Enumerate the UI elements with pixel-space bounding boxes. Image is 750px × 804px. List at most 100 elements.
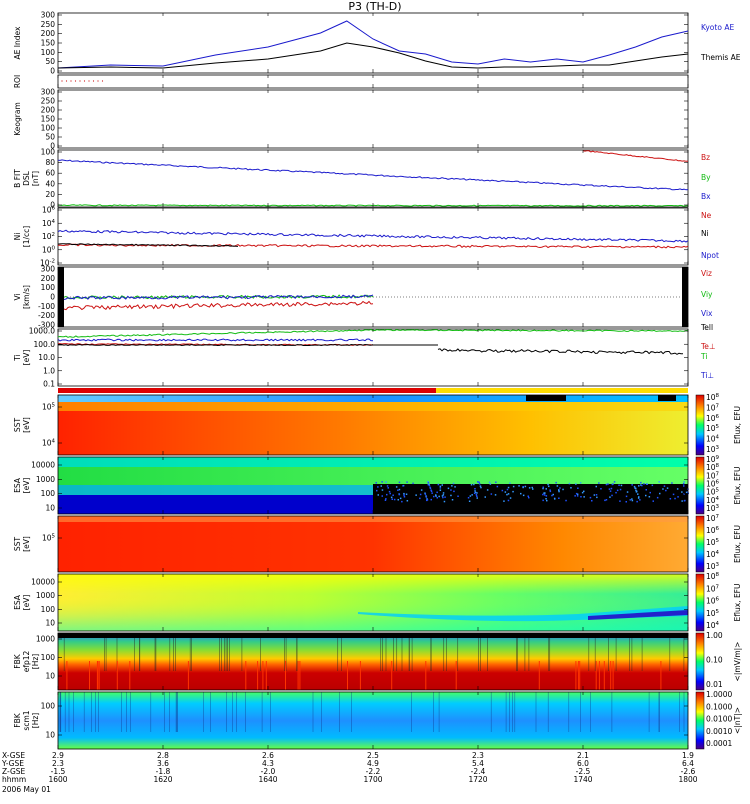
tick-label: 1.0 bbox=[43, 366, 55, 375]
noise-pixel bbox=[496, 485, 499, 488]
noise-pixel bbox=[648, 496, 651, 498]
noise-pixel bbox=[598, 482, 600, 484]
noise-pixel bbox=[575, 483, 577, 485]
roi-dot bbox=[97, 80, 99, 82]
series-label: Ti⊥ bbox=[700, 371, 714, 380]
noise-pixel bbox=[559, 487, 561, 489]
noise-pixel bbox=[552, 493, 554, 496]
noise-pixel bbox=[397, 499, 399, 501]
tick-label: 10000 bbox=[31, 461, 55, 470]
viz-line bbox=[63, 300, 374, 311]
noise-pixel bbox=[604, 499, 606, 502]
spectrogram-fill bbox=[58, 574, 688, 631]
series-label: Themis AE bbox=[700, 53, 741, 62]
tick-label: 10 bbox=[45, 504, 55, 513]
noise-pixel bbox=[474, 488, 476, 490]
noise-pixel bbox=[495, 481, 497, 483]
tick-label: 10 bbox=[45, 619, 55, 628]
tick-label: 1.00 bbox=[706, 631, 723, 640]
roi-dot bbox=[88, 80, 90, 82]
tick-label: 1000 bbox=[36, 591, 55, 600]
y-axis-label: FBK bbox=[13, 712, 22, 727]
noise-pixel bbox=[480, 486, 482, 489]
noise-pixel bbox=[639, 499, 641, 501]
noise-pixel bbox=[524, 485, 527, 488]
noise-pixel bbox=[507, 499, 510, 502]
noise-pixel bbox=[663, 485, 666, 487]
spectrogram-fill bbox=[58, 485, 373, 495]
noise-pixel bbox=[425, 496, 428, 498]
tick-label: 106 bbox=[706, 414, 720, 423]
noise-pixel bbox=[401, 500, 403, 503]
figure-title: P3 (TH-D) bbox=[348, 0, 401, 13]
noise-pixel bbox=[506, 488, 509, 491]
noise-pixel bbox=[398, 481, 401, 484]
bfield-panel bbox=[57, 149, 689, 208]
noise-pixel bbox=[543, 494, 546, 496]
x-axis-value: 6.4 bbox=[682, 759, 694, 768]
noise-pixel bbox=[543, 492, 545, 494]
noise-pixel bbox=[451, 499, 454, 501]
noise-pixel bbox=[681, 491, 683, 493]
tick-label: 10-2 bbox=[40, 259, 55, 268]
noise-pixel bbox=[392, 494, 394, 496]
y-axis-label: SST bbox=[13, 537, 22, 552]
noise-pixel bbox=[652, 500, 654, 502]
noise-pixel bbox=[683, 500, 686, 502]
noise-pixel bbox=[671, 482, 673, 484]
noise-pixel bbox=[439, 489, 442, 491]
x-axis-value: 2.3 bbox=[472, 751, 484, 760]
noise-pixel bbox=[665, 489, 667, 492]
noise-pixel bbox=[682, 483, 685, 485]
noise-pixel bbox=[385, 481, 387, 483]
noise-pixel bbox=[640, 481, 642, 484]
y-axis-label: Keogram bbox=[13, 102, 22, 136]
series-label: By bbox=[701, 173, 711, 182]
noise-pixel bbox=[542, 487, 544, 490]
noise-pixel bbox=[619, 488, 622, 491]
y-axis-label: Ni bbox=[13, 233, 22, 241]
noise-pixel bbox=[435, 495, 437, 497]
noise-pixel bbox=[556, 485, 559, 487]
roi-dot bbox=[79, 80, 81, 82]
y-axis-label: [Hz] bbox=[31, 654, 40, 670]
spectrogram-gap bbox=[658, 395, 676, 401]
noise-pixel bbox=[486, 489, 489, 491]
noise-pixel bbox=[494, 494, 497, 496]
x-axis-value: 5.4 bbox=[472, 759, 484, 768]
colorbar bbox=[695, 632, 705, 691]
noise-pixel bbox=[478, 483, 481, 485]
series-label: Kyoto AE bbox=[701, 23, 734, 32]
tick-label: 0.01 bbox=[706, 680, 723, 689]
tick-label: 1000 bbox=[36, 475, 55, 484]
series-label: Te⊥ bbox=[700, 342, 715, 351]
noise-pixel bbox=[376, 489, 378, 492]
noise-pixel bbox=[547, 483, 549, 486]
noise-pixel bbox=[575, 492, 578, 495]
x-axis-value: 4.9 bbox=[367, 759, 379, 768]
noise-pixel bbox=[450, 494, 452, 497]
y-axis-label: Ti bbox=[13, 354, 22, 361]
noise-pixel bbox=[424, 493, 427, 495]
mode-bar-fast bbox=[58, 388, 436, 393]
y-axis-label: ESA bbox=[13, 477, 22, 493]
noise-pixel bbox=[501, 489, 504, 492]
colorbar-label: <|mV/m|> bbox=[733, 642, 742, 682]
tick-label: 100.0 bbox=[34, 340, 56, 349]
noise-pixel bbox=[615, 491, 617, 494]
noise-pixel bbox=[377, 494, 379, 496]
vix-line bbox=[63, 294, 374, 300]
noise-pixel bbox=[380, 485, 382, 487]
noise-pixel bbox=[441, 484, 443, 486]
tick-label: 0 bbox=[50, 201, 55, 210]
y-axis-label: ESA bbox=[13, 594, 22, 610]
tick-label: 150 bbox=[41, 39, 56, 48]
noise-pixel bbox=[473, 483, 475, 486]
tick-label: 108 bbox=[706, 572, 720, 581]
noise-pixel bbox=[528, 487, 531, 489]
tick-label: 150 bbox=[41, 115, 56, 124]
ion-band bbox=[588, 610, 688, 620]
tick-label: 108 bbox=[706, 393, 720, 402]
noise-pixel bbox=[583, 490, 585, 493]
spectrogram-fill bbox=[58, 495, 373, 514]
